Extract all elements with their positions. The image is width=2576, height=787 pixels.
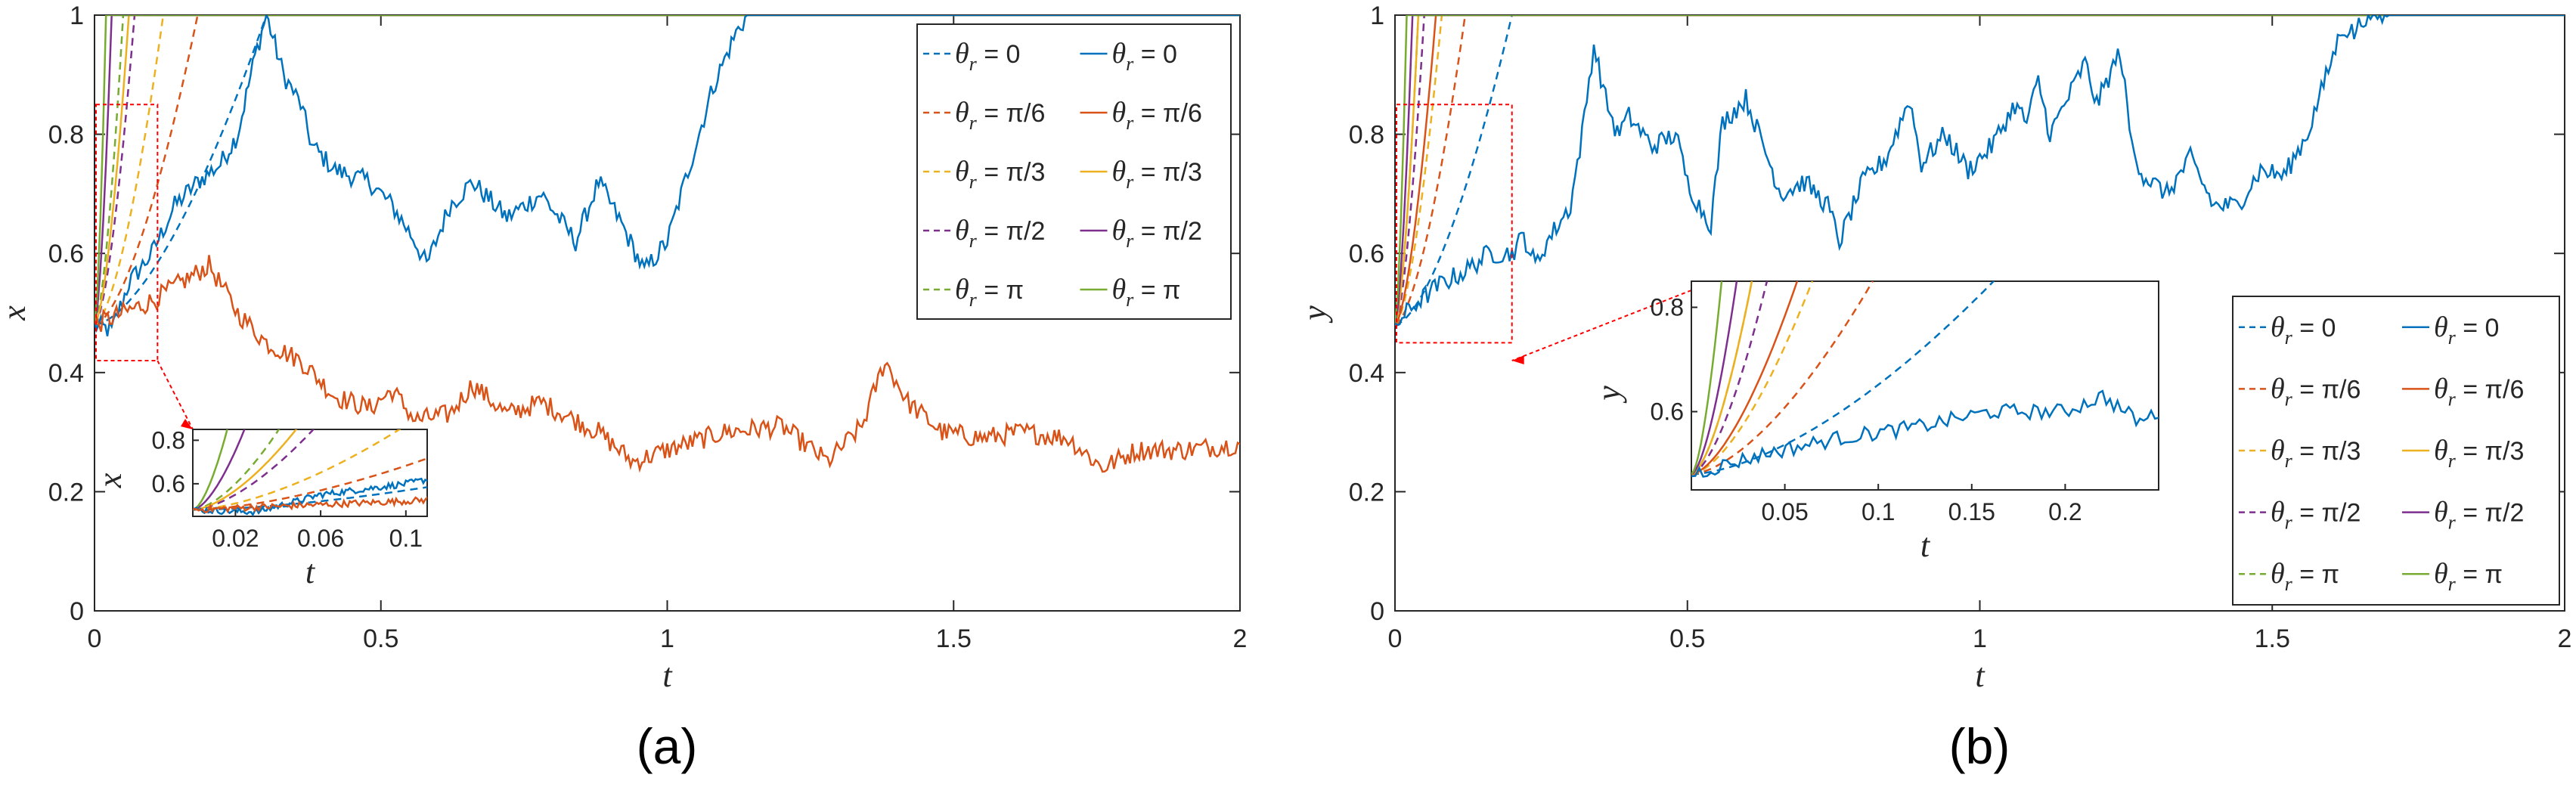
inset-x-axis-label: t	[305, 553, 316, 590]
inset-x-tick-label: 0.05	[1761, 498, 1808, 525]
series-group	[1395, 15, 2565, 327]
x-tick-label: 2	[2558, 624, 2572, 653]
x-tick-label: 1.5	[2255, 624, 2290, 653]
series-group	[95, 15, 1240, 473]
legend: θr = 0 θr = 0 θr = π/6 θr = π/6 θr = π/3 θr =…	[2232, 296, 2560, 606]
inset-dashed-curve-1	[1691, 281, 1874, 476]
inset-plot-area	[1691, 280, 2159, 491]
inset-y-axis-label: x	[91, 473, 129, 488]
legend-label: θr = 0	[955, 38, 1020, 75]
legend-label: θr = π/3	[955, 156, 1045, 193]
inset-axes: 0.02 0.06 0.1 0.6 0.8 t x	[91, 426, 428, 590]
legend-label: θr = π/3	[1112, 156, 1202, 193]
zoom-connector-arrowhead	[1511, 355, 1524, 365]
x-tick-label: 1.5	[936, 624, 972, 653]
inset-stochastic-1	[193, 496, 427, 514]
inset-stochastic-0	[1691, 389, 2159, 478]
legend-label: θr = 0	[1112, 38, 1177, 75]
legend-label: θr = π/3	[2434, 435, 2524, 472]
y-tick-label: 0	[1370, 597, 1384, 626]
zoom-region-box	[1396, 104, 1513, 344]
y-tick-label: 0.8	[48, 121, 84, 150]
inset-x-tick-label: 0.1	[1861, 498, 1895, 525]
legend-label: θr = π	[2434, 558, 2503, 595]
legend-label: θr = π/3	[2271, 435, 2361, 472]
inset-series	[1691, 281, 2159, 478]
zoom-connector	[157, 360, 194, 430]
y-tick-label: 0.6	[1349, 240, 1384, 268]
legend-label: θr = π/6	[955, 97, 1045, 134]
inset-x-tick-label: 0.2	[2048, 498, 2082, 525]
inset-stochastic-0	[193, 477, 427, 516]
inset-solid-curve-2	[193, 429, 298, 511]
legend-label: θr = π/2	[1112, 215, 1202, 252]
legend-label: θr = π/6	[1112, 97, 1202, 134]
inset-y-tick-label: 0.8	[152, 426, 185, 454]
inset-dashed-curve-4	[193, 429, 281, 511]
y-tick-label: 0.4	[1349, 359, 1384, 388]
y-tick-label: 0	[70, 597, 84, 626]
inset-dashed-curve-0	[193, 486, 427, 511]
legend-box	[2232, 296, 2560, 606]
stochastic-series-0	[1395, 15, 2565, 327]
y-axis-label: x	[0, 305, 33, 321]
legend-label: θr = π/2	[955, 215, 1045, 252]
inset-x-tick-label: 0.15	[1948, 498, 1995, 525]
inset-x-tick-label: 0.06	[297, 525, 344, 552]
x-tick-label: 0.5	[363, 624, 398, 653]
inset-y-tick-label: 0.6	[1651, 398, 1684, 426]
legend-label: θr = π/2	[2271, 497, 2361, 534]
legend-label: θr = π/6	[2271, 373, 2361, 410]
y-tick-label: 0.8	[1349, 121, 1384, 150]
zoom-connector	[1511, 290, 1692, 361]
inset-y-axis-label: y	[1590, 386, 1627, 404]
inset-solid-curve-3	[193, 429, 246, 511]
chart-panel-a: 00.511.5200.20.40.60.81tx0.020.060.10.60…	[0, 2, 1247, 774]
legend-label: θr = π/2	[2434, 497, 2524, 534]
x-axis-label: t	[1975, 657, 1985, 694]
inset-x-tick-label: 0.02	[212, 525, 259, 552]
inset-y-tick-label: 0.6	[152, 470, 185, 497]
legend-label: θr = π	[1112, 274, 1181, 311]
y-tick-label: 0.2	[1349, 478, 1384, 507]
y-tick-label: 1	[1370, 2, 1384, 30]
inset-dashed-curve-3	[193, 429, 315, 511]
stochastic-series-1	[95, 255, 1240, 473]
y-tick-label: 1	[70, 2, 84, 30]
x-axis-label: t	[662, 657, 673, 694]
stochastic-series-0	[95, 15, 1240, 336]
inset-x-tick-label: 0.1	[389, 525, 423, 552]
x-tick-label: 0.5	[1669, 624, 1705, 653]
x-tick-label: 1	[1973, 624, 1987, 653]
inset-dashed-curve-0	[1691, 281, 1995, 476]
inset-axes: 0.05 0.1 0.15 0.2 0.6 0.8 t y	[1590, 280, 2159, 564]
y-axis-label: y	[1296, 305, 1333, 324]
x-tick-label: 2	[1233, 624, 1248, 653]
panel-title: (a)	[637, 718, 698, 774]
y-tick-label: 0.2	[48, 478, 84, 507]
inset-dashed-curve-2	[193, 429, 401, 511]
inset-solid-curve-1	[1691, 281, 1799, 476]
zoom-connector-arrowhead	[181, 419, 193, 429]
y-tick-label: 0.4	[48, 359, 84, 388]
inset-y-tick-label: 0.8	[1651, 294, 1684, 321]
inset-x-axis-label: t	[1920, 527, 1931, 564]
x-tick-label: 1	[660, 624, 674, 653]
panel-title: (b)	[1949, 718, 2010, 774]
legend-label: θr = π/6	[2434, 373, 2524, 410]
legend: θr = 0 θr = 0 θr = π/6 θr = π/6 θr = π/3 θr =…	[916, 23, 1232, 320]
x-tick-label: 0	[1388, 624, 1403, 653]
legend-label: θr = 0	[2434, 311, 2499, 349]
zoom-region-box	[95, 104, 159, 362]
legend-label: θr = 0	[2271, 311, 2336, 349]
legend-label: θr = π	[955, 274, 1024, 311]
y-tick-label: 0.6	[48, 240, 84, 268]
legend-box	[916, 23, 1232, 320]
legend-label: θr = π	[2271, 558, 2339, 595]
x-tick-label: 0	[88, 624, 102, 653]
inset-series	[193, 429, 427, 516]
